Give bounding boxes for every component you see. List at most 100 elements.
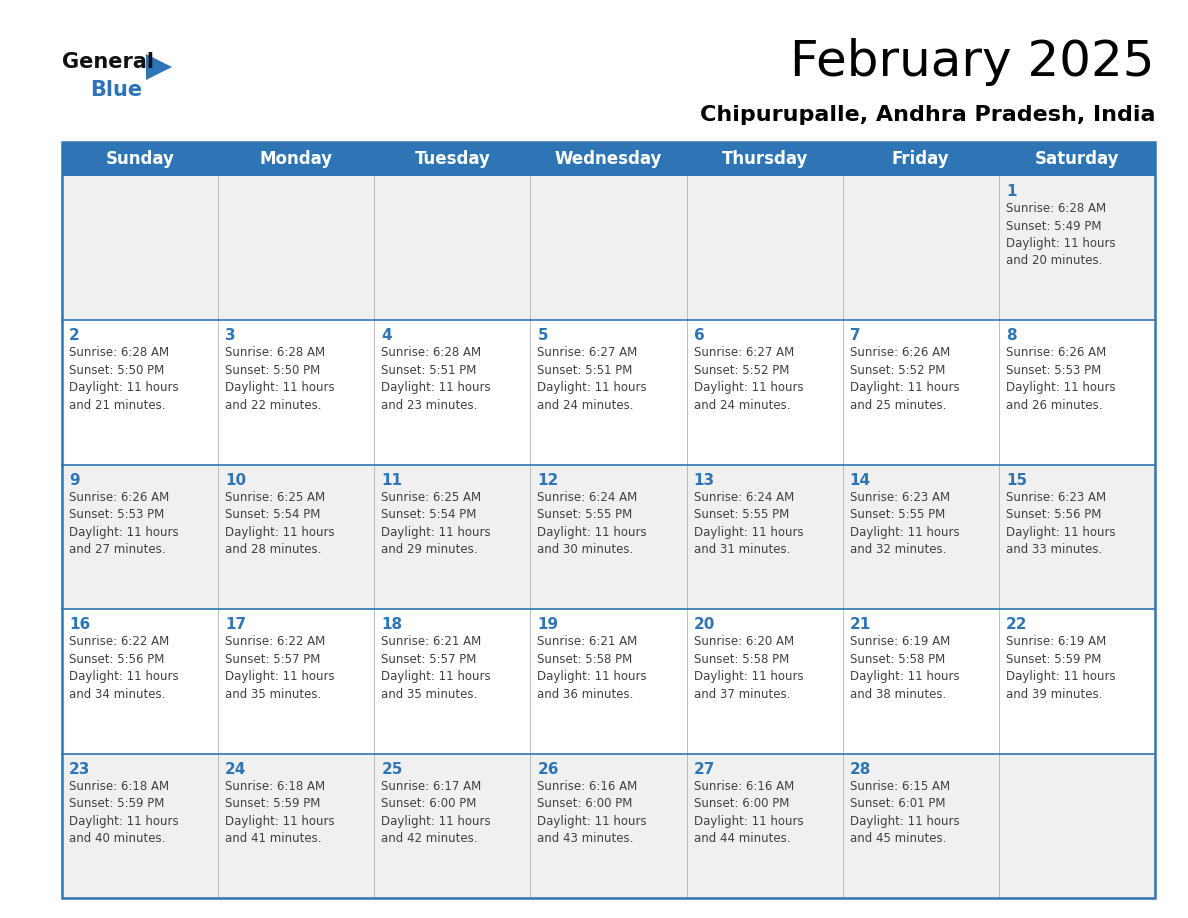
Bar <box>842 610 999 754</box>
Bar <box>530 465 687 610</box>
Bar <box>219 320 374 465</box>
Text: 6: 6 <box>694 329 704 343</box>
Bar <box>219 610 374 754</box>
Bar <box>687 754 842 898</box>
Text: Sunrise: 6:28 AM
Sunset: 5:50 PM
Daylight: 11 hours
and 21 minutes.: Sunrise: 6:28 AM Sunset: 5:50 PM Dayligh… <box>69 346 178 412</box>
Text: 18: 18 <box>381 617 403 633</box>
Text: Sunrise: 6:23 AM
Sunset: 5:55 PM
Daylight: 11 hours
and 32 minutes.: Sunrise: 6:23 AM Sunset: 5:55 PM Dayligh… <box>849 491 960 556</box>
Bar <box>62 142 1155 176</box>
Text: Sunrise: 6:17 AM
Sunset: 6:00 PM
Daylight: 11 hours
and 42 minutes.: Sunrise: 6:17 AM Sunset: 6:00 PM Dayligh… <box>381 779 491 845</box>
Bar <box>219 465 374 610</box>
Text: 28: 28 <box>849 762 871 777</box>
Text: 15: 15 <box>1006 473 1026 487</box>
Bar <box>62 142 1155 898</box>
Text: 17: 17 <box>226 617 246 633</box>
Bar <box>999 176 1155 320</box>
Text: General: General <box>62 52 154 72</box>
Text: 8: 8 <box>1006 329 1017 343</box>
Text: Tuesday: Tuesday <box>415 150 491 168</box>
Text: 23: 23 <box>69 762 90 777</box>
Text: 16: 16 <box>69 617 90 633</box>
Text: Sunrise: 6:15 AM
Sunset: 6:01 PM
Daylight: 11 hours
and 45 minutes.: Sunrise: 6:15 AM Sunset: 6:01 PM Dayligh… <box>849 779 960 845</box>
Text: Sunrise: 6:26 AM
Sunset: 5:53 PM
Daylight: 11 hours
and 26 minutes.: Sunrise: 6:26 AM Sunset: 5:53 PM Dayligh… <box>1006 346 1116 412</box>
Text: Sunrise: 6:19 AM
Sunset: 5:58 PM
Daylight: 11 hours
and 38 minutes.: Sunrise: 6:19 AM Sunset: 5:58 PM Dayligh… <box>849 635 960 700</box>
Text: 10: 10 <box>226 473 246 487</box>
Text: Sunday: Sunday <box>106 150 175 168</box>
Bar <box>842 754 999 898</box>
Text: Sunrise: 6:24 AM
Sunset: 5:55 PM
Daylight: 11 hours
and 30 minutes.: Sunrise: 6:24 AM Sunset: 5:55 PM Dayligh… <box>537 491 647 556</box>
Bar <box>219 754 374 898</box>
Bar <box>687 176 842 320</box>
Text: Sunrise: 6:21 AM
Sunset: 5:58 PM
Daylight: 11 hours
and 36 minutes.: Sunrise: 6:21 AM Sunset: 5:58 PM Dayligh… <box>537 635 647 700</box>
Text: Sunrise: 6:22 AM
Sunset: 5:56 PM
Daylight: 11 hours
and 34 minutes.: Sunrise: 6:22 AM Sunset: 5:56 PM Dayligh… <box>69 635 178 700</box>
Text: 24: 24 <box>226 762 247 777</box>
Text: February 2025: February 2025 <box>790 38 1155 86</box>
Text: 3: 3 <box>226 329 235 343</box>
Text: 11: 11 <box>381 473 403 487</box>
Bar <box>530 610 687 754</box>
Text: Sunrise: 6:28 AM
Sunset: 5:49 PM
Daylight: 11 hours
and 20 minutes.: Sunrise: 6:28 AM Sunset: 5:49 PM Dayligh… <box>1006 202 1116 267</box>
Text: 27: 27 <box>694 762 715 777</box>
Text: Sunrise: 6:19 AM
Sunset: 5:59 PM
Daylight: 11 hours
and 39 minutes.: Sunrise: 6:19 AM Sunset: 5:59 PM Dayligh… <box>1006 635 1116 700</box>
Text: Sunrise: 6:22 AM
Sunset: 5:57 PM
Daylight: 11 hours
and 35 minutes.: Sunrise: 6:22 AM Sunset: 5:57 PM Dayligh… <box>226 635 335 700</box>
Text: Sunrise: 6:27 AM
Sunset: 5:51 PM
Daylight: 11 hours
and 24 minutes.: Sunrise: 6:27 AM Sunset: 5:51 PM Dayligh… <box>537 346 647 412</box>
Text: 2: 2 <box>69 329 80 343</box>
Bar <box>999 754 1155 898</box>
Bar <box>999 610 1155 754</box>
Bar <box>374 176 530 320</box>
Text: Sunrise: 6:20 AM
Sunset: 5:58 PM
Daylight: 11 hours
and 37 minutes.: Sunrise: 6:20 AM Sunset: 5:58 PM Dayligh… <box>694 635 803 700</box>
Bar <box>219 176 374 320</box>
Text: 19: 19 <box>537 617 558 633</box>
Bar <box>62 754 219 898</box>
Text: 12: 12 <box>537 473 558 487</box>
Text: Sunrise: 6:26 AM
Sunset: 5:52 PM
Daylight: 11 hours
and 25 minutes.: Sunrise: 6:26 AM Sunset: 5:52 PM Dayligh… <box>849 346 960 412</box>
Text: Sunrise: 6:25 AM
Sunset: 5:54 PM
Daylight: 11 hours
and 28 minutes.: Sunrise: 6:25 AM Sunset: 5:54 PM Dayligh… <box>226 491 335 556</box>
Text: 13: 13 <box>694 473 715 487</box>
Text: Thursday: Thursday <box>721 150 808 168</box>
Bar <box>530 176 687 320</box>
Bar <box>999 320 1155 465</box>
Text: Sunrise: 6:25 AM
Sunset: 5:54 PM
Daylight: 11 hours
and 29 minutes.: Sunrise: 6:25 AM Sunset: 5:54 PM Dayligh… <box>381 491 491 556</box>
Bar <box>62 610 219 754</box>
Text: 20: 20 <box>694 617 715 633</box>
Text: 4: 4 <box>381 329 392 343</box>
Text: 25: 25 <box>381 762 403 777</box>
Text: Blue: Blue <box>90 80 143 100</box>
Text: Sunrise: 6:27 AM
Sunset: 5:52 PM
Daylight: 11 hours
and 24 minutes.: Sunrise: 6:27 AM Sunset: 5:52 PM Dayligh… <box>694 346 803 412</box>
Text: 7: 7 <box>849 329 860 343</box>
Bar <box>687 465 842 610</box>
Bar <box>374 465 530 610</box>
Text: Sunrise: 6:16 AM
Sunset: 6:00 PM
Daylight: 11 hours
and 43 minutes.: Sunrise: 6:16 AM Sunset: 6:00 PM Dayligh… <box>537 779 647 845</box>
Text: 9: 9 <box>69 473 80 487</box>
Text: 1: 1 <box>1006 184 1017 199</box>
Text: Sunrise: 6:28 AM
Sunset: 5:50 PM
Daylight: 11 hours
and 22 minutes.: Sunrise: 6:28 AM Sunset: 5:50 PM Dayligh… <box>226 346 335 412</box>
Text: Sunrise: 6:16 AM
Sunset: 6:00 PM
Daylight: 11 hours
and 44 minutes.: Sunrise: 6:16 AM Sunset: 6:00 PM Dayligh… <box>694 779 803 845</box>
Text: Sunrise: 6:21 AM
Sunset: 5:57 PM
Daylight: 11 hours
and 35 minutes.: Sunrise: 6:21 AM Sunset: 5:57 PM Dayligh… <box>381 635 491 700</box>
Bar <box>62 176 219 320</box>
Text: Sunrise: 6:26 AM
Sunset: 5:53 PM
Daylight: 11 hours
and 27 minutes.: Sunrise: 6:26 AM Sunset: 5:53 PM Dayligh… <box>69 491 178 556</box>
Bar <box>62 320 219 465</box>
Text: Wednesday: Wednesday <box>555 150 662 168</box>
Bar <box>842 320 999 465</box>
Bar <box>842 465 999 610</box>
Text: 5: 5 <box>537 329 548 343</box>
Text: Saturday: Saturday <box>1035 150 1119 168</box>
Text: 21: 21 <box>849 617 871 633</box>
Bar <box>999 465 1155 610</box>
Text: Sunrise: 6:28 AM
Sunset: 5:51 PM
Daylight: 11 hours
and 23 minutes.: Sunrise: 6:28 AM Sunset: 5:51 PM Dayligh… <box>381 346 491 412</box>
Text: Sunrise: 6:18 AM
Sunset: 5:59 PM
Daylight: 11 hours
and 41 minutes.: Sunrise: 6:18 AM Sunset: 5:59 PM Dayligh… <box>226 779 335 845</box>
Bar <box>374 610 530 754</box>
Bar <box>530 754 687 898</box>
Polygon shape <box>146 54 172 80</box>
Text: 22: 22 <box>1006 617 1028 633</box>
Bar <box>687 320 842 465</box>
Text: Monday: Monday <box>260 150 333 168</box>
Text: Sunrise: 6:23 AM
Sunset: 5:56 PM
Daylight: 11 hours
and 33 minutes.: Sunrise: 6:23 AM Sunset: 5:56 PM Dayligh… <box>1006 491 1116 556</box>
Text: 14: 14 <box>849 473 871 487</box>
Text: Friday: Friday <box>892 150 949 168</box>
Bar <box>374 754 530 898</box>
Text: Sunrise: 6:18 AM
Sunset: 5:59 PM
Daylight: 11 hours
and 40 minutes.: Sunrise: 6:18 AM Sunset: 5:59 PM Dayligh… <box>69 779 178 845</box>
Bar <box>687 610 842 754</box>
Text: 26: 26 <box>537 762 558 777</box>
Text: Sunrise: 6:24 AM
Sunset: 5:55 PM
Daylight: 11 hours
and 31 minutes.: Sunrise: 6:24 AM Sunset: 5:55 PM Dayligh… <box>694 491 803 556</box>
